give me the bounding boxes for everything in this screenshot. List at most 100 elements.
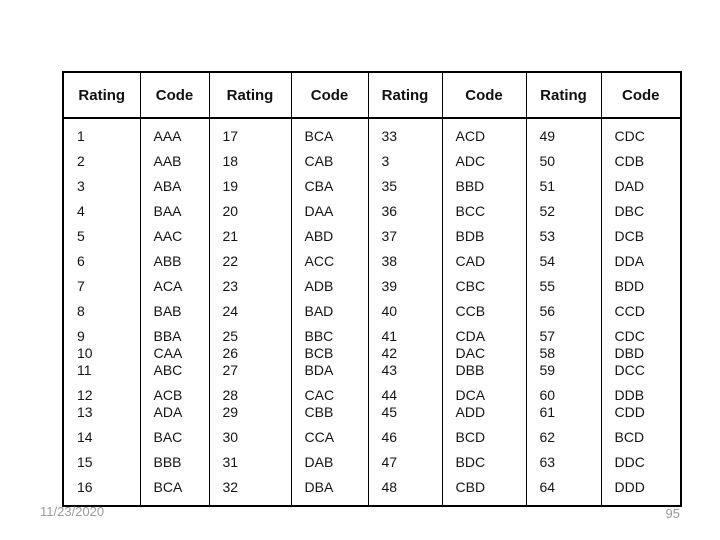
rating-cell: 50: [525, 149, 601, 174]
code-cell: BBD: [441, 174, 526, 199]
code-cell: CAC CBB: [290, 383, 368, 425]
code-cell: CDB: [600, 149, 681, 174]
table-body: 1 AAA 17 BCA 33 ACD 49 CDC 2 AAB 18 CAB 3 ADC 50 CDB 3 AB…: [62, 118, 681, 506]
rating-cell: 20: [208, 199, 291, 224]
rating-cell: 53: [525, 224, 601, 249]
rating-cell: 21: [208, 224, 291, 249]
rating-cell: 51: [525, 174, 601, 199]
header-code-3: Code: [441, 72, 526, 119]
rating-cell: 18: [208, 149, 291, 174]
rating-cell: 8: [62, 299, 140, 324]
code-cell: CBD: [441, 475, 526, 506]
code-cell: BBC BCB BDA: [290, 324, 368, 383]
code-cell: BBB: [139, 450, 209, 475]
code-cell: BCA: [290, 118, 368, 149]
code-cell: BDC: [441, 450, 526, 475]
rating-cell: 2: [62, 149, 140, 174]
code-cell: ACD: [441, 118, 526, 149]
code-cell: ADC: [441, 149, 526, 174]
code-cell: CCD: [600, 299, 681, 324]
code-cell: AAC: [139, 224, 209, 249]
code-cell: ACB ADA: [139, 383, 209, 425]
code-cell: DDC: [600, 450, 681, 475]
rating-cell: 4: [62, 199, 140, 224]
code-cell: CDC: [600, 118, 681, 149]
code-cell: CCA: [290, 425, 368, 450]
table-header-row: Rating Code Rating Code Rating Code Rati…: [62, 72, 681, 119]
rating-cell: 36: [367, 199, 442, 224]
table-row: 8 BAB 24 BAD 40 CCB 56 CCD: [62, 299, 681, 324]
rating-cell: 40: [367, 299, 442, 324]
table-row: 7 ACA 23 ADB 39 CBC 55 BDD: [62, 274, 681, 299]
code-cell: AAA: [139, 118, 209, 149]
rating-cell: 39: [367, 274, 442, 299]
rating-cell: 16: [62, 475, 140, 506]
header-rating-4: Rating: [525, 72, 601, 119]
code-cell: BDD: [600, 274, 681, 299]
code-cell: DDA: [600, 249, 681, 274]
rating-cell: 47: [367, 450, 442, 475]
rating-cell: 44 45: [367, 383, 442, 425]
code-cell: BAB: [139, 299, 209, 324]
header-rating-1: Rating: [62, 72, 140, 119]
code-cell: ACC: [290, 249, 368, 274]
code-cell: ACA: [139, 274, 209, 299]
table-row: 9 10 11 BBA CAA ABC 25 26 27 BBC BCB BDA 41 …: [62, 324, 681, 383]
code-cell: BCC: [441, 199, 526, 224]
code-cell: DDB CDD: [600, 383, 681, 425]
rating-cell: 15: [62, 450, 140, 475]
table-row: 3 ABA 19 CBA 35 BBD 51 DAD: [62, 174, 681, 199]
rating-cell: 37: [367, 224, 442, 249]
rating-cell: 30: [208, 425, 291, 450]
code-cell: DAB: [290, 450, 368, 475]
code-cell: DCB: [600, 224, 681, 249]
code-cell: BAD: [290, 299, 368, 324]
rating-code-table: Rating Code Rating Code Rating Code Rati…: [62, 71, 682, 507]
rating-cell: 60 61: [525, 383, 601, 425]
rating-cell: 54: [525, 249, 601, 274]
code-cell: BCD: [441, 425, 526, 450]
table-header: Rating Code Rating Code Rating Code Rati…: [62, 72, 681, 119]
rating-cell: 9 10 11: [62, 324, 140, 383]
slide-page-number: 95: [665, 506, 680, 521]
code-cell: CBC: [441, 274, 526, 299]
header-code-4: Code: [600, 72, 681, 119]
rating-cell: 25 26 27: [208, 324, 291, 383]
slide-footer-date: 11/23/2020: [40, 504, 105, 519]
code-cell: DCA ADD: [441, 383, 526, 425]
table-row: 14 BAC 30 CCA 46 BCD 62 BCD: [62, 425, 681, 450]
table-row: 2 AAB 18 CAB 3 ADC 50 CDB: [62, 149, 681, 174]
header-code-2: Code: [290, 72, 368, 119]
rating-cell: 14: [62, 425, 140, 450]
code-cell: BBA CAA ABC: [139, 324, 209, 383]
rating-cell: 17: [208, 118, 291, 149]
rating-cell: 31: [208, 450, 291, 475]
table-row: 4 BAA 20 DAA 36 BCC 52 DBC: [62, 199, 681, 224]
rating-cell: 12 13: [62, 383, 140, 425]
rating-cell: 33: [367, 118, 442, 149]
table-row: 16 BCA 32 DBA 48 CBD 64 DDD: [62, 475, 681, 506]
code-cell: DAD: [600, 174, 681, 199]
rating-cell: 28 29: [208, 383, 291, 425]
rating-cell: 5: [62, 224, 140, 249]
header-code-1: Code: [139, 72, 209, 119]
rating-cell: 23: [208, 274, 291, 299]
code-cell: DBA: [290, 475, 368, 506]
code-cell: CAB: [290, 149, 368, 174]
table-row: 1 AAA 17 BCA 33 ACD 49 CDC: [62, 118, 681, 149]
code-cell: BAA: [139, 199, 209, 224]
code-cell: ABB: [139, 249, 209, 274]
rating-cell: 24: [208, 299, 291, 324]
code-cell: DAA: [290, 199, 368, 224]
code-cell: DDD: [600, 475, 681, 506]
rating-cell: 19: [208, 174, 291, 199]
code-cell: ABD: [290, 224, 368, 249]
code-cell: CBA: [290, 174, 368, 199]
rating-cell: 64: [525, 475, 601, 506]
rating-cell: 38: [367, 249, 442, 274]
rating-cell: 46: [367, 425, 442, 450]
rating-cell: 3: [62, 174, 140, 199]
table-row: 6 ABB 22 ACC 38 CAD 54 DDA: [62, 249, 681, 274]
code-cell: CCB: [441, 299, 526, 324]
